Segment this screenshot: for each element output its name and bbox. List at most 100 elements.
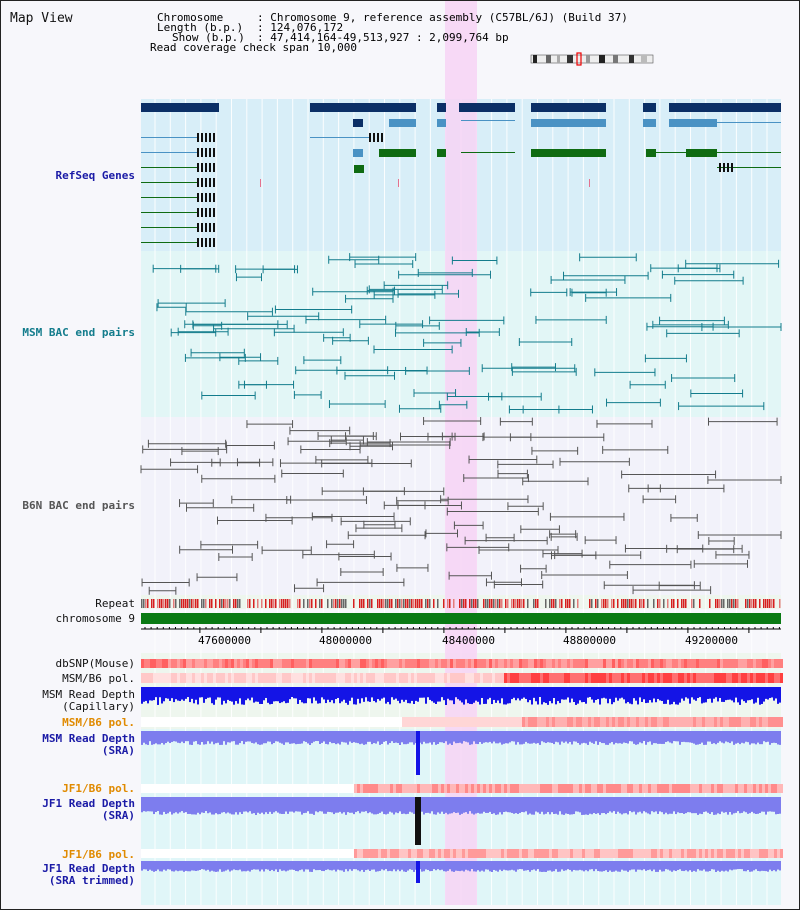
msm-sra-depth-bar: [447, 731, 449, 745]
jf1-pol-cell: [465, 784, 468, 793]
jf1-read-depth-trim-label: JF1 Read Depth: [42, 862, 135, 875]
jf1-pol-cell: [606, 784, 609, 793]
exon-tick: [377, 133, 379, 142]
capillary-depth-bar: [763, 687, 765, 702]
capillary-depth-bar: [553, 687, 555, 699]
msm-pol-cell: [768, 673, 771, 683]
msm-bac-label[interactable]: MSM BAC end pairs: [22, 326, 135, 339]
msm-pol-cell: [276, 673, 279, 683]
repeat-mark: [555, 599, 557, 608]
jf1-pol-cell-2: [369, 849, 372, 858]
jf1-sra-depth-bar: [639, 797, 641, 812]
msm-pol-cell: [660, 673, 663, 683]
jf1-trim-depth-bar: [703, 861, 705, 870]
msm-pol-cell-2: [345, 717, 348, 727]
capillary-depth-bar: [573, 687, 575, 703]
jf1-pol-cell-2: [162, 849, 165, 858]
jf1-trim-depth-bar: [399, 861, 401, 872]
jf1-pol-cell: [648, 784, 651, 793]
msm-sra-depth-bar: [705, 731, 707, 745]
jf1-pol-cell: [762, 784, 765, 793]
msm-sra-depth-bar: [421, 731, 423, 745]
repeat-mark: [653, 599, 655, 608]
msm-pol-cell: [213, 673, 216, 683]
jf1-pol-cell-2: [561, 849, 564, 858]
jf1-pol-cell-2: [186, 849, 189, 858]
jf1-trim-depth-bar: [721, 861, 723, 871]
jf1-trim-depth-bar: [225, 861, 227, 871]
msm-pol-cell: [534, 673, 537, 683]
ideogram-band: [629, 55, 634, 63]
dbsnp-cell: [738, 659, 741, 668]
capillary-depth-bar: [443, 687, 445, 701]
jf1-pol-cell-2: [486, 849, 489, 858]
repeat-mark: [391, 599, 393, 608]
msm-pol-cell-2: [144, 717, 147, 727]
jf1-sra-depth-bar: [319, 797, 321, 812]
repeat-mark: [493, 599, 495, 608]
jf1-trim-depth-bar: [641, 861, 643, 871]
jf1-sra-depth-bar: [423, 797, 425, 815]
capillary-depth-bar: [757, 687, 759, 698]
capillary-depth-bar: [151, 687, 153, 701]
jf1-trim-depth-bar: [753, 861, 755, 871]
jf1-pol-cell: [174, 784, 177, 793]
capillary-depth-bar: [773, 687, 775, 701]
capillary-depth-bar: [323, 687, 325, 700]
msm-sra-depth-bar: [339, 731, 341, 745]
jf1-pol-cell: [468, 784, 471, 793]
refseq-genes-label[interactable]: RefSeq Genes: [55, 169, 135, 182]
jf1-pol-cell-2: [648, 849, 651, 858]
jf1-pol-cell: [351, 784, 354, 793]
coverage-value: : 10,000: [304, 41, 357, 54]
exon-tick: [373, 133, 375, 142]
jf1-trim-depth-bar: [335, 861, 337, 872]
repeat-mark: [281, 599, 283, 608]
msm-sra-depth-bar: [255, 731, 257, 743]
repeat-mark: [513, 599, 515, 608]
jf1-trim-depth-bar: [683, 861, 685, 872]
jf1-trim-depth-bar: [557, 861, 559, 872]
gene-line: [141, 197, 197, 198]
repeat-mark: [733, 599, 735, 608]
jf1-pol-cell-2: [657, 849, 660, 858]
msm-pol-cell: [714, 673, 717, 683]
repeat-mark: [731, 599, 733, 608]
jf1-trim-depth-bar: [457, 861, 459, 871]
msm-sra-depth-bar: [457, 731, 459, 744]
msm-sra-depth-bar: [711, 731, 713, 744]
jf1-sra-depth-bar: [645, 797, 647, 813]
capillary-depth-bar: [659, 687, 661, 701]
b6n-bac-label[interactable]: B6N BAC end pairs: [22, 499, 135, 512]
dbsnp-cell: [195, 659, 198, 668]
msm-sra-depth-bar: [147, 731, 149, 745]
capillary-depth-bar: [649, 687, 651, 701]
jf1-pol-cell: [444, 784, 447, 793]
msm-pol-cell-2: [660, 717, 663, 727]
msm-sra-depth-bar: [703, 731, 705, 745]
repeat-mark: [195, 599, 197, 608]
dbsnp-cell: [252, 659, 255, 668]
repeat-mark: [191, 599, 193, 608]
exon-tick: [213, 193, 215, 202]
dbsnp-cell: [777, 659, 780, 668]
jf1-sra-depth-bar: [459, 797, 461, 815]
msm-pol-cell: [399, 673, 402, 683]
repeat-mark: [275, 599, 277, 608]
dbsnp-cell: [234, 659, 237, 668]
exon-tick: [201, 193, 203, 202]
repeat-mark: [247, 599, 249, 608]
msm-pol-cell: [366, 673, 369, 683]
jf1-pol-cell-2: [270, 849, 273, 858]
jf1-trim-depth-bar: [489, 861, 491, 872]
repeat-mark: [519, 599, 521, 608]
repeat-mark: [429, 599, 431, 608]
jf1-sra-depth-bar: [263, 797, 265, 815]
jf1-sra-depth-bar: [219, 797, 221, 815]
jf1-pol-cell-2: [291, 849, 294, 858]
jf1-pol-cell-2: [183, 849, 186, 858]
msm-sra-depth-bar: [509, 731, 511, 743]
jf1-sra-depth-bar: [245, 797, 247, 812]
msm-sra-depth-bar: [733, 731, 735, 745]
